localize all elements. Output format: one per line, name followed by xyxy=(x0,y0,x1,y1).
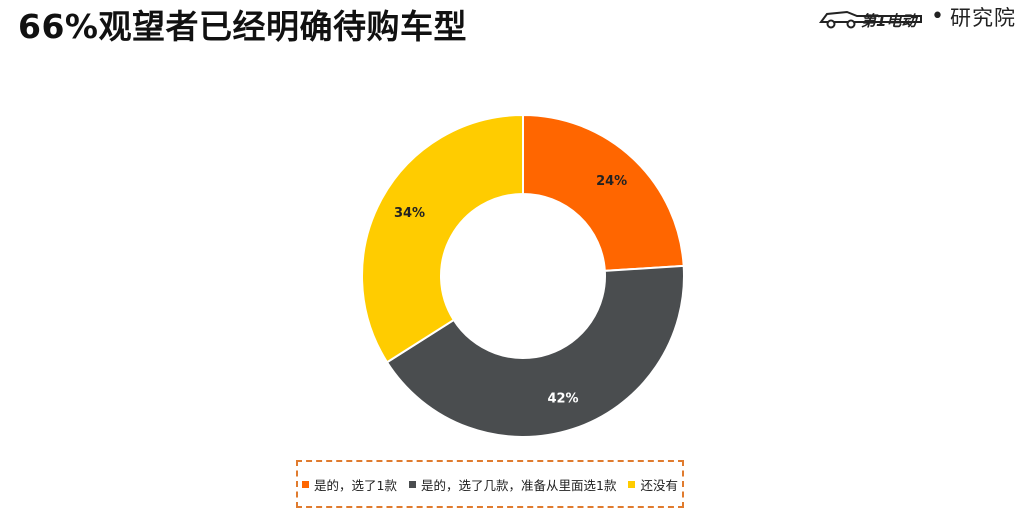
donut-slice-1 xyxy=(522,113,685,272)
legend-label-1: 是的，选了1款 xyxy=(314,477,397,493)
brand: 第1电动 • 研究院 xyxy=(817,2,1016,32)
legend-item-1: 是的，选了1款 xyxy=(302,475,397,494)
legend-item-2: 是的，选了几款，准备从里面选1款 xyxy=(408,475,617,494)
donut-data-label-3: 34% xyxy=(394,206,425,221)
brand-separator: • xyxy=(931,4,944,29)
legend-swatch-3 xyxy=(628,480,636,488)
legend-label-3: 还没有 xyxy=(640,477,678,493)
page-title: 66%观望者已经明确待购车型 xyxy=(18,7,467,46)
legend-swatch-2 xyxy=(408,480,416,488)
donut-slice-2 xyxy=(385,264,685,438)
car-logo-icon: 第1电动 xyxy=(819,10,923,30)
donut-slice-3 xyxy=(361,113,524,364)
brand-logo-text: 第1电动 xyxy=(861,12,918,30)
legend-swatch-1 xyxy=(302,480,310,488)
chart-legend: 是的，选了1款 是的，选了几款，准备从里面选1款 还没有 xyxy=(296,460,684,508)
donut-data-label-2: 42% xyxy=(547,392,578,407)
donut-data-label-1: 24% xyxy=(596,174,627,189)
brand-suffix: 研究院 xyxy=(950,6,1016,30)
legend-item-3: 还没有 xyxy=(628,475,678,494)
legend-label-2: 是的，选了几款，准备从里面选1款 xyxy=(420,477,617,493)
